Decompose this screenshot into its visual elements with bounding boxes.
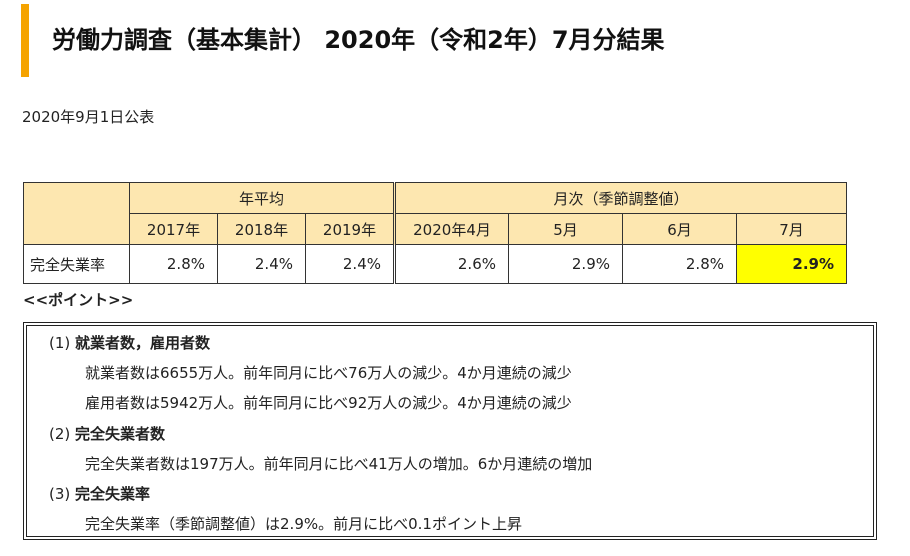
group-header-annual: 年平均 (129, 182, 395, 214)
point-line: 雇用者数は5942万人。前年同月に比べ92万人の減少。4か月連続の減少 (85, 394, 572, 412)
point-heading-1: (1) 就業者数，雇用者数 (49, 332, 210, 353)
table-row: 完全失業率 2.8% 2.4% 2.4% 2.6% 2.9% 2.8% 2.9% (23, 244, 847, 284)
point-heading-2: (2) 完全失業者数 (49, 423, 165, 444)
table-cell: 2.8% (622, 244, 737, 284)
points-label: <<ポイント>> (23, 291, 134, 309)
point-number: (3) (49, 485, 71, 503)
point-heading-text: 就業者数，雇用者数 (75, 334, 211, 352)
table-cell: 2.6% (393, 244, 509, 284)
table-column-header-row: 2017年 2018年 2019年 2020年4月 5月 6月 7月 (24, 213, 847, 245)
column-header: 2019年 (305, 213, 395, 245)
table-cell-highlighted: 2.9% (736, 244, 847, 284)
row-label: 完全失業率 (23, 244, 130, 284)
table-cell: 2.4% (217, 244, 306, 284)
table-group-header-row: 年平均 月次（季節調整値） (23, 182, 847, 245)
table-corner-cell (23, 182, 130, 245)
table-cell: 2.8% (129, 244, 218, 284)
column-header: 2018年 (217, 213, 306, 245)
unemployment-rate-table: 年平均 月次（季節調整値） 2017年 2018年 2019年 2020年4月 … (23, 182, 847, 284)
point-heading-3: (3) 完全失業率 (49, 483, 150, 504)
point-number: (2) (49, 425, 71, 443)
column-header: 5月 (508, 213, 623, 245)
column-header: 6月 (622, 213, 737, 245)
point-heading-text: 完全失業率 (75, 485, 151, 503)
point-number: (1) (49, 334, 71, 352)
table-cell: 2.4% (305, 244, 395, 284)
publish-date: 2020年9月1日公表 (22, 108, 155, 126)
point-line: 完全失業者数は197万人。前年同月に比べ41万人の増加。6か月連続の増加 (85, 455, 593, 473)
point-line: 完全失業率（季節調整値）は2.9%。前月に比べ0.1ポイント上昇 (85, 515, 522, 533)
table-cell: 2.9% (508, 244, 623, 284)
column-header: 2017年 (129, 213, 218, 245)
page-title: 労働力調査（基本集計） 2020年（令和2年）7月分結果 (52, 26, 665, 54)
column-header: 2020年4月 (393, 213, 509, 245)
point-line: 就業者数は6655万人。前年同月に比べ76万人の減少。4か月連続の減少 (85, 364, 572, 382)
group-header-monthly: 月次（季節調整値） (393, 182, 847, 214)
column-header: 7月 (736, 213, 847, 245)
points-box: (1) 就業者数，雇用者数 就業者数は6655万人。前年同月に比べ76万人の減少… (23, 322, 877, 540)
point-heading-text: 完全失業者数 (75, 425, 166, 443)
title-accent-bar (21, 4, 29, 77)
